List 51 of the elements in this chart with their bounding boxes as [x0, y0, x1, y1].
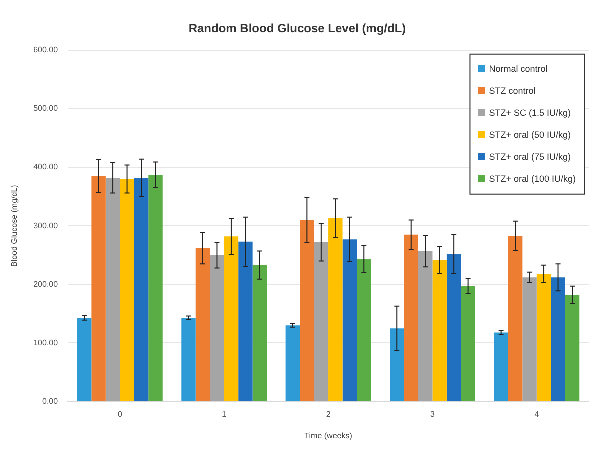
- x-tick-label: 0: [118, 410, 123, 419]
- y-tick-label: 500.00: [34, 104, 59, 114]
- bar: [522, 278, 537, 402]
- bar: [404, 234, 418, 402]
- y-tick-label: 400.00: [34, 162, 59, 172]
- legend-label: Normal control: [489, 64, 548, 74]
- bar: [196, 248, 210, 402]
- bar: [446, 254, 462, 402]
- bar: [508, 236, 523, 402]
- bar: [565, 295, 580, 402]
- bar: [224, 236, 239, 402]
- bar: [120, 179, 134, 402]
- bar: [357, 259, 372, 402]
- bar: [148, 175, 163, 402]
- y-tick-label: 300.00: [34, 221, 59, 230]
- y-tick-label: 100.00: [34, 338, 59, 348]
- bar: [134, 178, 149, 402]
- bar: [432, 260, 447, 402]
- x-tick-label: 3: [430, 410, 436, 419]
- bar: [210, 255, 224, 402]
- legend-label: STZ+ oral (50 IU/kg): [489, 130, 571, 140]
- bar: [418, 251, 433, 402]
- bar: [328, 218, 343, 402]
- x-tick-label: 1: [222, 410, 228, 419]
- y-tick-label: 200.00: [34, 280, 59, 289]
- y-tick-label: 0.00: [42, 397, 59, 406]
- bar: [390, 328, 404, 402]
- legend-label: STZ+ SC (1.5 IU/kg): [489, 108, 571, 118]
- bar: [551, 278, 566, 402]
- bar: [536, 274, 552, 402]
- legend-label: STZ+ oral (100 IU/kg): [489, 174, 576, 184]
- bar: [314, 242, 329, 402]
- x-tick-label: 4: [534, 410, 540, 419]
- chart-title: Random Blood Glucose Level (mg/dL): [188, 22, 406, 36]
- bar: [286, 326, 300, 402]
- bar: [106, 178, 120, 402]
- bar: [252, 265, 268, 402]
- legend-label: STZ control: [489, 86, 536, 96]
- y-tick-label: 600.00: [34, 46, 59, 55]
- x-axis-title: Time (weeks): [304, 431, 353, 440]
- bar: [461, 286, 476, 402]
- bar: [77, 318, 92, 402]
- y-axis-title: Blood Glucose (mg/dL): [10, 184, 20, 268]
- bar: [300, 220, 314, 402]
- bar: [182, 318, 196, 402]
- bar: [494, 332, 508, 402]
- bar: [238, 242, 253, 402]
- legend-label: STZ+ oral (75 IU/kg): [489, 152, 571, 162]
- bar: [342, 240, 358, 402]
- x-tick-label: 2: [326, 410, 332, 419]
- bar: [92, 176, 106, 402]
